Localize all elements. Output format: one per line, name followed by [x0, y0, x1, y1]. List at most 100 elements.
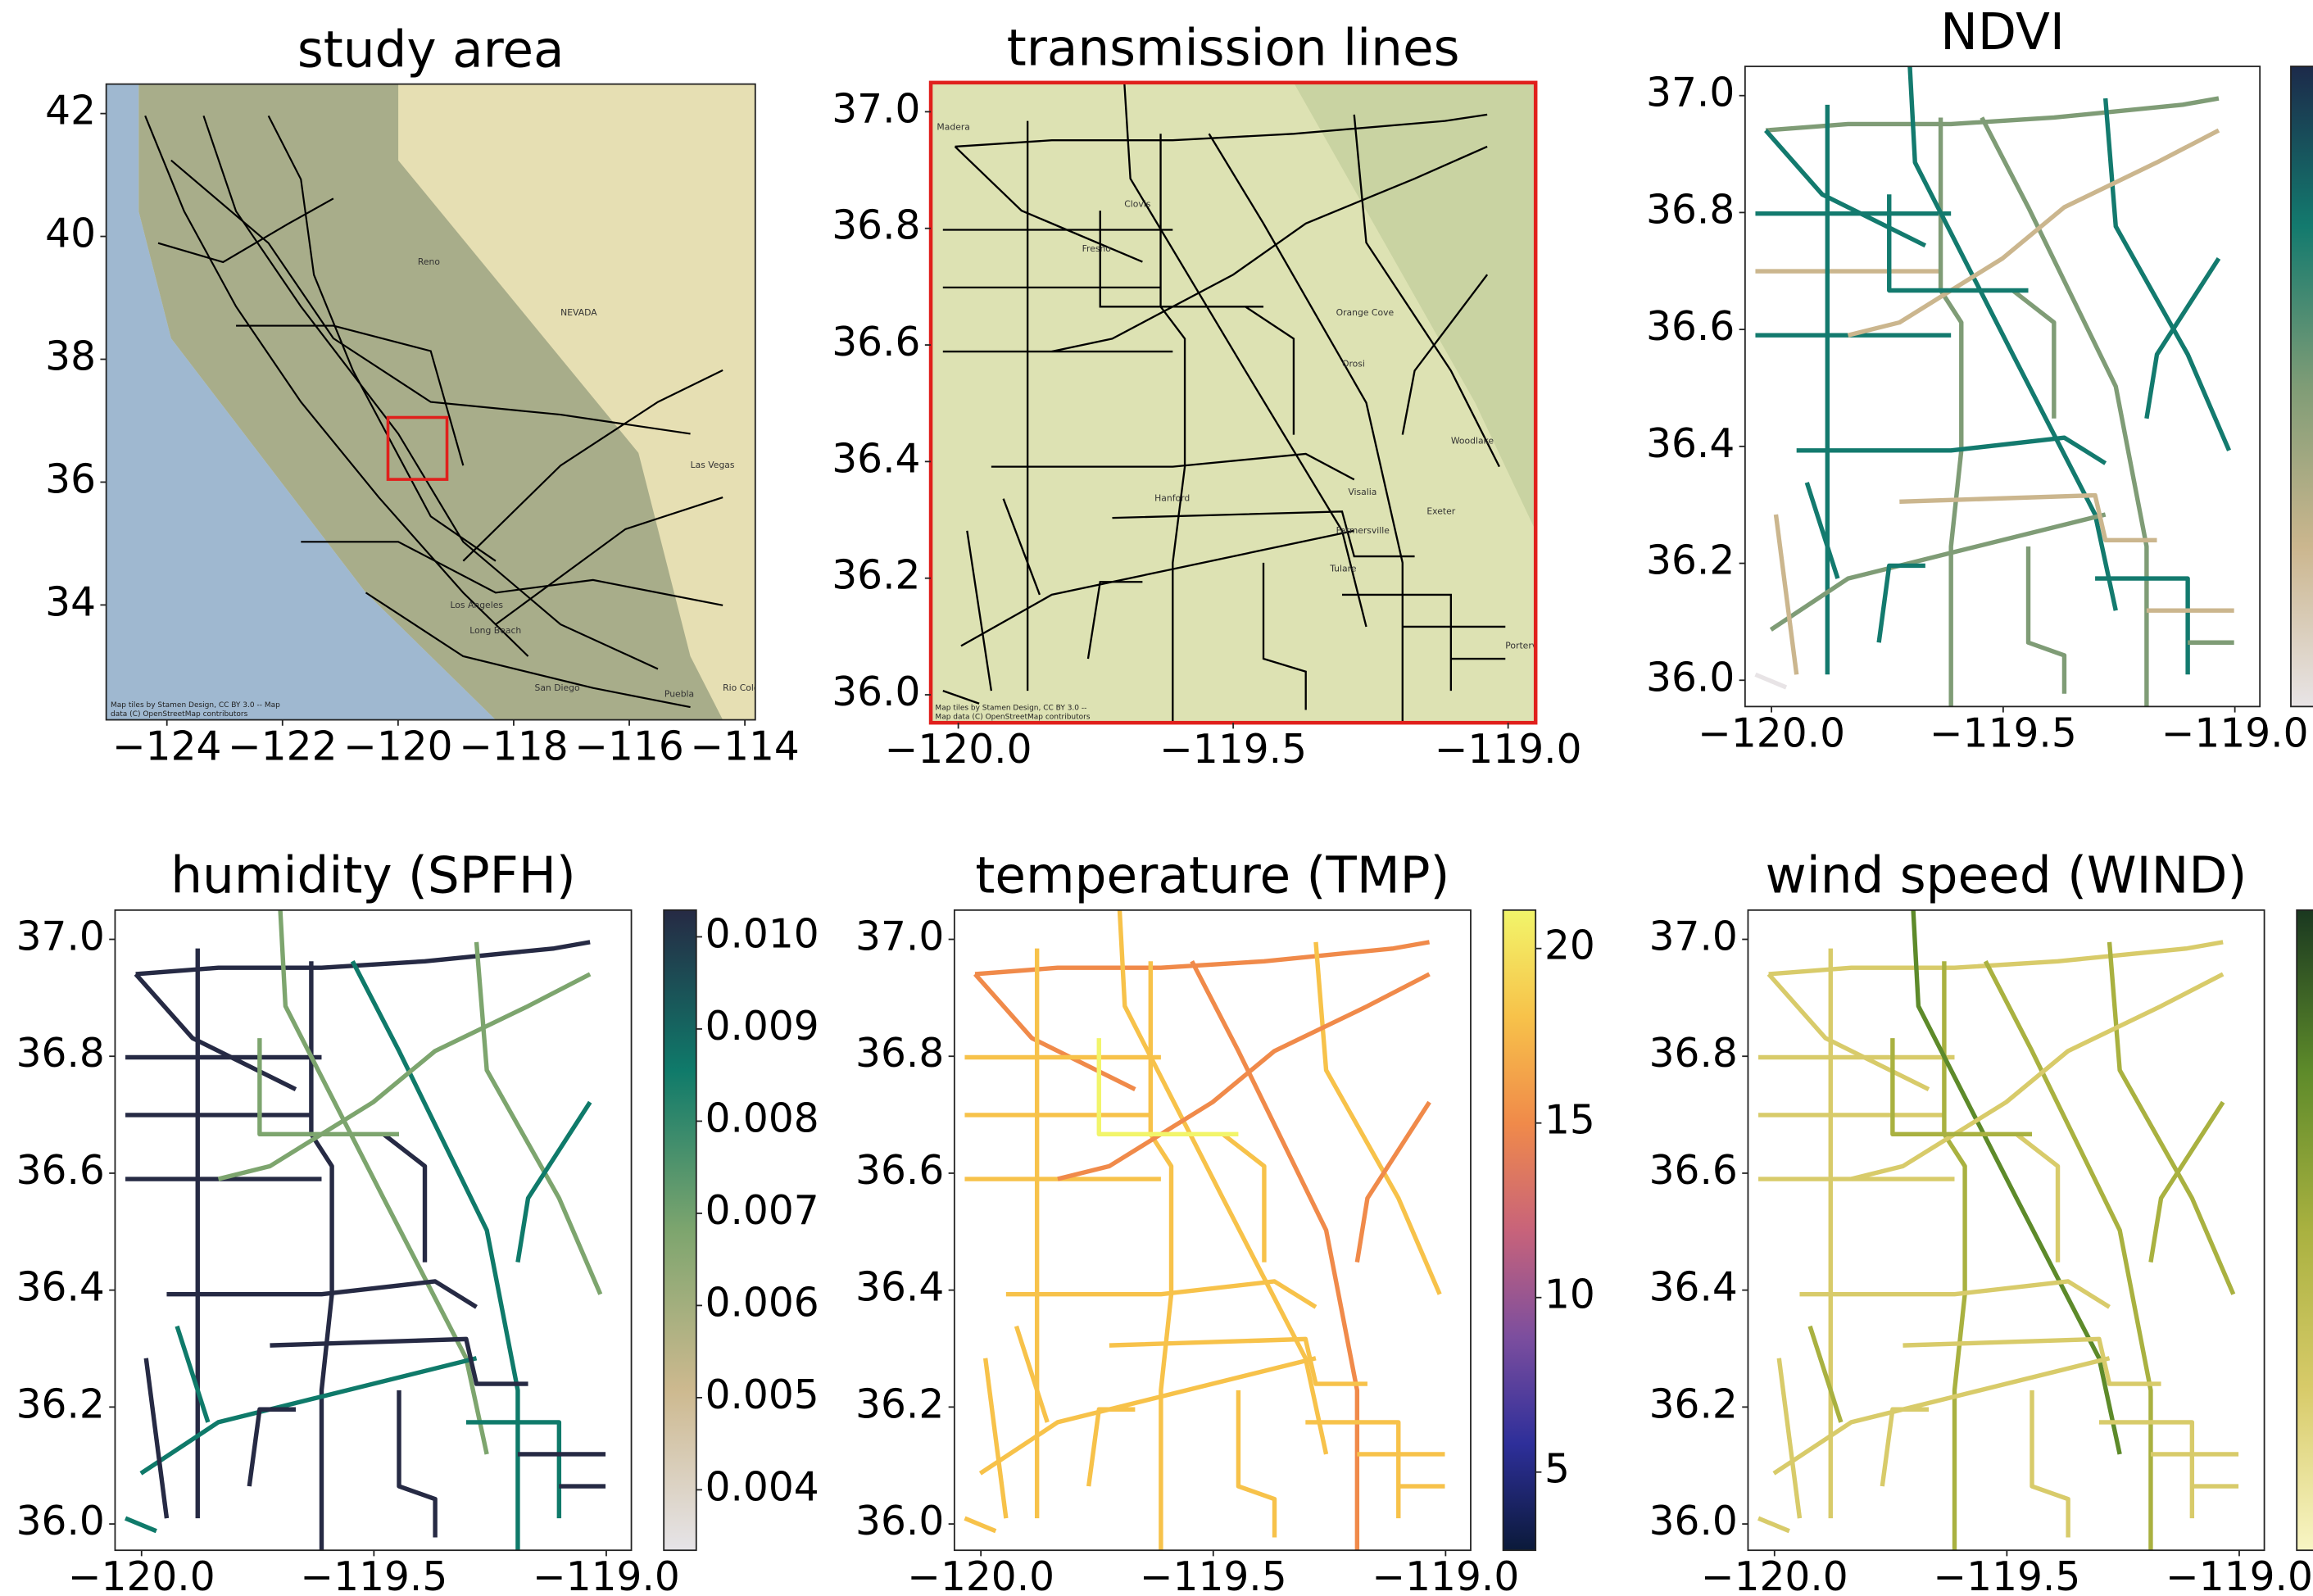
place-label: Los Angeles	[450, 600, 503, 610]
transmission-line	[1766, 98, 2219, 130]
x-tick-label: −122	[228, 724, 337, 770]
y-tick-label: 36.4	[855, 1265, 944, 1311]
transmission-line	[260, 1038, 399, 1134]
transmission-line	[2147, 258, 2219, 418]
x-tick-label: −119.0	[2166, 1554, 2313, 1596]
y-tick-label: 36.4	[1646, 421, 1735, 467]
transmission-line	[2099, 1422, 2192, 1518]
transmission-line	[1089, 1409, 1136, 1486]
transmission-line	[1099, 1038, 1238, 1134]
x-tick-label: −119.5	[1159, 727, 1307, 773]
x-tick-label: −120.0	[907, 1554, 1054, 1596]
place-label: Porterville	[1505, 640, 1550, 651]
colorbar-tick-label: 0.010	[705, 911, 819, 957]
y-tick-label: 36.4	[1649, 1265, 1738, 1311]
transmission-line	[1238, 1390, 1274, 1538]
y-tick-label: 36.0	[1646, 655, 1735, 701]
colorbar-tick-label: 15	[1544, 1098, 1595, 1144]
x-tick-label: −119.5	[1140, 1554, 1287, 1596]
place-label: Visalia	[1348, 487, 1376, 497]
transmission-line	[1779, 1358, 1799, 1518]
panel-title: NDVI	[1940, 3, 2065, 61]
x-tick-label: −118	[459, 724, 568, 770]
y-tick-label: 36.8	[1649, 1031, 1738, 1077]
x-tick-label: −119.0	[1372, 1554, 1519, 1596]
y-tick-label: 36.8	[855, 1031, 944, 1077]
transmission-line	[146, 1358, 166, 1518]
y-tick-label: 36.6	[832, 320, 920, 365]
y-tick-label: 38	[45, 333, 96, 379]
panel-title: temperature (TMP)	[975, 847, 1449, 905]
x-tick-label: −119.5	[300, 1554, 447, 1596]
map-panel: RenoNEVADALas VegasLos AngelesLong Beach…	[107, 84, 780, 720]
place-label: Fresno	[1082, 243, 1112, 254]
transmission-line	[1305, 1422, 1398, 1518]
transmission-line	[311, 961, 332, 1550]
transmission-line	[1150, 961, 1171, 1550]
x-tick-label: −120.0	[1698, 710, 1845, 756]
place-label: Clovis	[1124, 198, 1151, 209]
y-tick-label: 36.0	[832, 669, 920, 715]
colorbar-tick-label: 0.005	[705, 1372, 819, 1418]
attribution: Map tiles by Stamen Design, CC BY 3.0 --	[935, 705, 1086, 713]
y-tick-label: 36.6	[1649, 1148, 1738, 1194]
transmission-line	[2151, 1102, 2223, 1262]
colorbar-tick-label: 0.007	[705, 1188, 819, 1234]
y-tick-label: 36.8	[16, 1031, 105, 1077]
transmission-line	[466, 1422, 559, 1518]
x-tick-label: −116	[574, 724, 683, 770]
place-label: San Diego	[534, 682, 580, 693]
x-tick-label: −120.0	[68, 1554, 215, 1596]
transmission-line	[1882, 1409, 1929, 1486]
y-tick-label: 36.0	[16, 1499, 105, 1544]
attribution: data (C) OpenStreetMap contributors	[111, 710, 248, 719]
transmission-line	[1879, 565, 1925, 642]
attribution: Map data (C) OpenStreetMap contributors	[935, 713, 1090, 721]
y-tick-label: 36.4	[16, 1265, 105, 1311]
x-tick-label: −120.0	[885, 727, 1032, 773]
y-tick-label: 37.0	[1649, 914, 1738, 960]
place-label: Orosi	[1342, 359, 1365, 370]
y-tick-label: 36.0	[855, 1499, 944, 1544]
x-tick-label: −119.5	[1930, 710, 2077, 756]
y-tick-label: 36.6	[16, 1148, 105, 1194]
transmission-line	[1016, 1326, 1047, 1422]
transmission-line	[975, 942, 1430, 974]
y-tick-label: 36.2	[855, 1381, 944, 1427]
place-label: Las Vegas	[691, 460, 735, 470]
map-panel	[1758, 910, 2238, 1550]
transmission-line	[1893, 1038, 2032, 1134]
x-tick-label: −119.0	[2161, 710, 2309, 756]
x-tick-label: −120	[343, 724, 452, 770]
colorbar	[1503, 910, 1536, 1550]
transmission-line	[1758, 1518, 1789, 1531]
panel-title: wind speed (WIND)	[1766, 847, 2247, 905]
y-tick-label: 37.0	[16, 914, 105, 960]
map-panel	[125, 910, 605, 1550]
transmission-line	[986, 1358, 1006, 1518]
transmission-line	[2029, 546, 2065, 694]
place-label: Rio Colorado	[723, 682, 779, 693]
place-label: NEVADA	[560, 307, 597, 318]
y-tick-label: 36.8	[832, 203, 920, 249]
y-tick-label: 36.4	[832, 436, 920, 482]
place-label: Exeter	[1426, 506, 1455, 516]
transmission-line	[975, 974, 1135, 1090]
transmission-line	[1755, 674, 1786, 687]
colorbar-tick-label: 5	[1544, 1447, 1570, 1493]
y-tick-label: 40	[45, 211, 96, 257]
place-label: Hanford	[1154, 493, 1190, 504]
panel-title: transmission lines	[1007, 20, 1460, 78]
transmission-line	[1810, 1326, 1841, 1422]
transmission-line	[136, 942, 591, 974]
colorbar-tick-label: 0.008	[705, 1095, 819, 1141]
transmission-line	[2095, 578, 2188, 674]
y-tick-label: 36.2	[1649, 1381, 1738, 1427]
transmission-line	[518, 1102, 590, 1262]
transmission-line	[399, 1390, 435, 1538]
place-label: Long Beach	[469, 625, 521, 636]
colorbar	[2297, 910, 2313, 1550]
transmission-line	[249, 1409, 296, 1486]
y-tick-label: 36.8	[1646, 187, 1735, 233]
